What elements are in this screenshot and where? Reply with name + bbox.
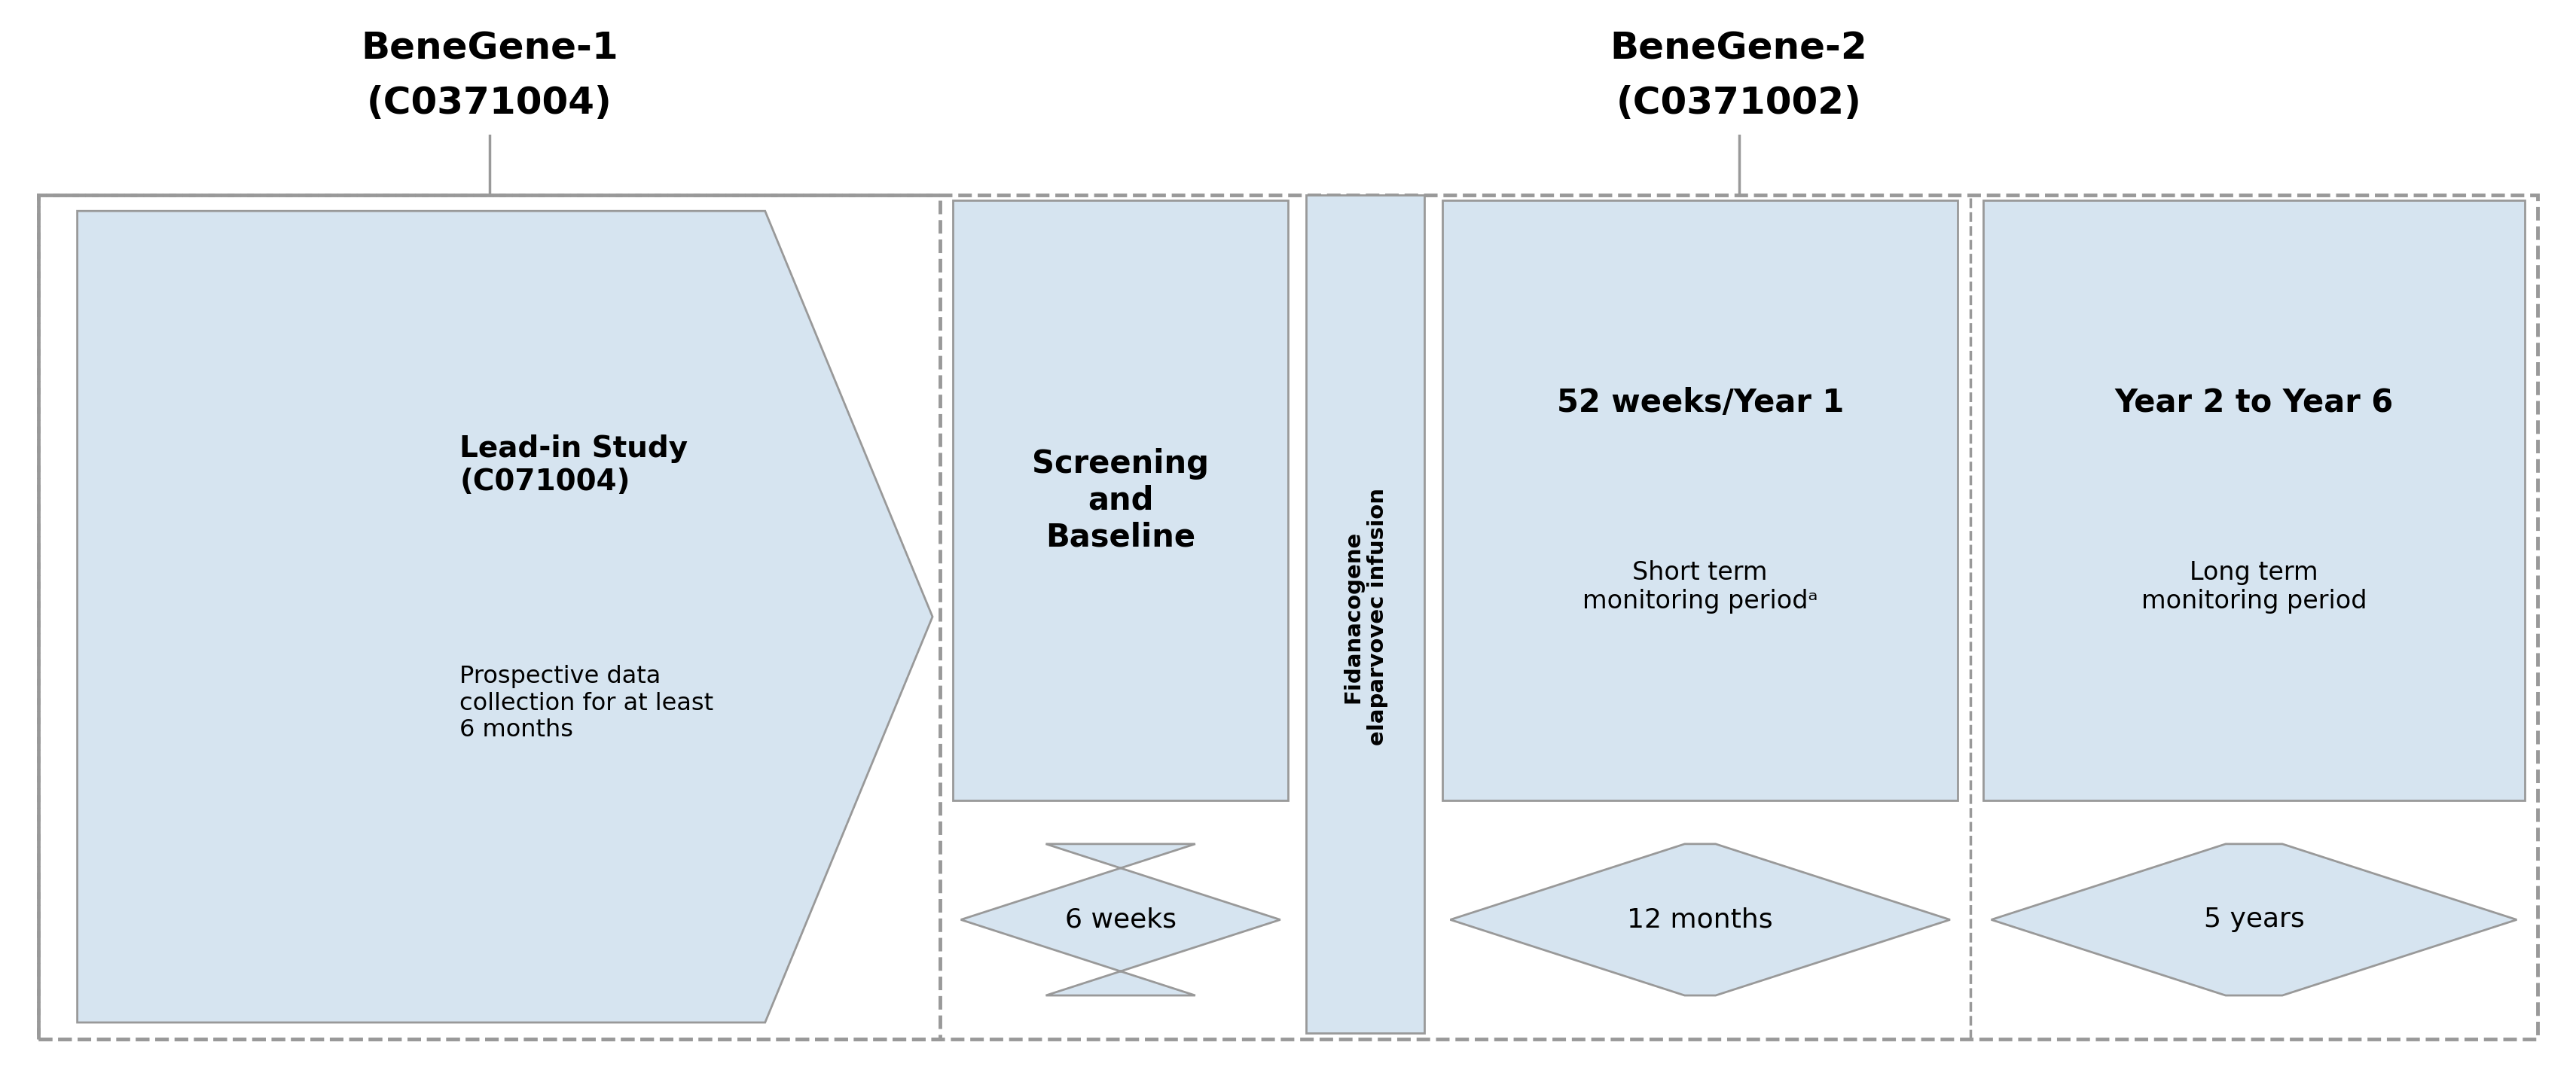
FancyBboxPatch shape: [1443, 200, 1958, 801]
Text: Screening
and
Baseline: Screening and Baseline: [1033, 448, 1208, 553]
Text: Short term
monitoring periodᵃ: Short term monitoring periodᵃ: [1582, 560, 1819, 613]
Text: Long term
monitoring period: Long term monitoring period: [2141, 560, 2367, 613]
Polygon shape: [1991, 844, 2517, 995]
FancyBboxPatch shape: [1984, 200, 2524, 801]
Text: 6 weeks: 6 weeks: [1064, 907, 1177, 933]
FancyBboxPatch shape: [953, 200, 1288, 801]
Text: (C0371002): (C0371002): [1615, 84, 1862, 121]
FancyBboxPatch shape: [1306, 195, 1425, 1033]
Text: Year 2 to Year 6: Year 2 to Year 6: [2115, 387, 2393, 419]
Text: Fidanacogene
elaparvovec infusion: Fidanacogene elaparvovec infusion: [1342, 488, 1388, 745]
Text: BeneGene-2: BeneGene-2: [1610, 30, 1868, 67]
Text: (C0371004): (C0371004): [366, 84, 613, 121]
Polygon shape: [961, 844, 1280, 995]
Text: 5 years: 5 years: [2202, 907, 2306, 933]
Polygon shape: [77, 211, 933, 1022]
Text: Lead-in Study
(C071004): Lead-in Study (C071004): [461, 434, 688, 497]
Text: 52 weeks/Year 1: 52 weeks/Year 1: [1556, 387, 1844, 419]
Text: BeneGene-1: BeneGene-1: [361, 30, 618, 67]
Text: Prospective data
collection for at least
6 months: Prospective data collection for at least…: [461, 664, 714, 742]
Polygon shape: [1450, 844, 1950, 995]
Text: 12 months: 12 months: [1628, 907, 1772, 933]
